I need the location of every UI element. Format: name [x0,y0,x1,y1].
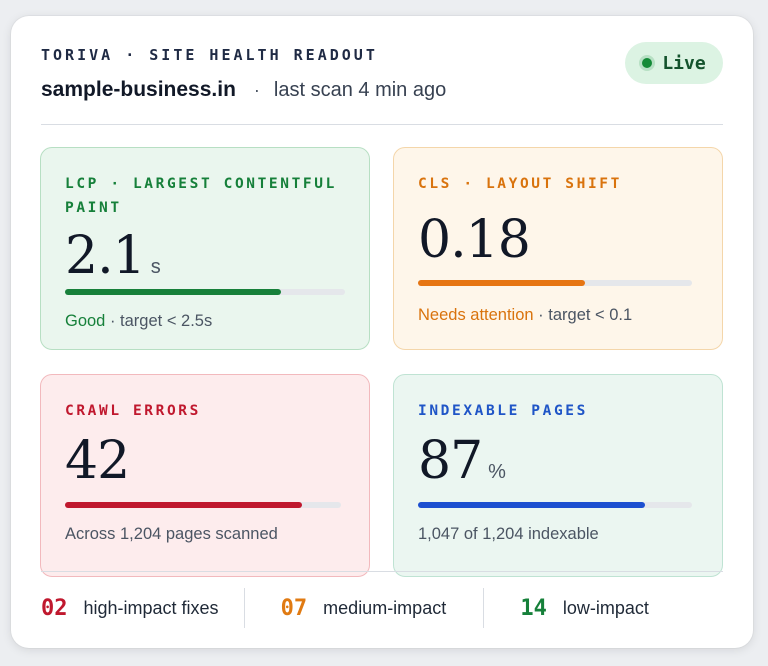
eyebrow-title: TORIVA · SITE HEALTH READOUT [41,46,378,64]
metric-progress-track [65,289,345,295]
metric-value: 87% [418,435,506,487]
live-label: Live [662,52,706,74]
metric-value: 42 [65,435,130,487]
metric-status: Needs attention [418,306,534,324]
metric-card-crawl-errors[interactable]: CRAWL ERRORS 42 Across 1,204 pages scann… [40,374,370,577]
metric-unit: s [150,256,161,278]
metric-label: CRAWL ERRORS [65,403,201,419]
fix-count: 14 [520,595,547,621]
fix-count: 07 [280,595,308,621]
metric-unit: % [488,461,506,483]
metric-progress-track [418,280,692,286]
fix-item-medium-impact[interactable]: 07 medium-impact [243,588,484,628]
metric-progress-track [65,502,341,508]
fix-item-low-impact[interactable]: 14 low-impact [483,588,723,628]
divider [41,571,723,572]
fix-label: medium-impact [323,597,447,618]
metric-number: 0.18 [418,210,531,270]
metric-progress-track [418,502,692,508]
metric-status: Good [65,312,106,330]
metric-value: 2.1 s [65,230,161,282]
metric-progress-fill [65,289,281,295]
live-indicator-icon [642,58,653,68]
metric-card-cls[interactable]: CLS · LAYOUT SHIFT 0.18 Needs attention … [393,147,723,350]
metric-label: CLS · LAYOUT SHIFT [418,176,622,192]
metric-progress-fill [65,502,303,508]
metric-label: INDEXABLE PAGES [418,403,588,419]
metric-card-lcp[interactable]: LCP · LARGEST CONTENTFUL PAINT 2.1 s Good… [40,147,370,350]
metric-value: 0.18 [418,214,531,266]
metric-progress-fill [418,280,586,286]
fix-label: low-impact [562,597,649,618]
metric-number: 87 [418,431,483,491]
site-health-card: TORIVA · SITE HEALTH READOUT sample-busi… [11,16,753,648]
metric-label: LCP · LARGEST CONTENTFUL PAINT [65,176,337,216]
fix-item-high-impact[interactable]: 02 high-impact fixes [41,588,244,628]
fix-label: high-impact fixes [83,597,219,618]
separator-dot: · [253,80,260,100]
metric-progress-fill [418,502,646,508]
fix-summary: 02 high-impact fixes 07 medium-impact 14… [41,588,723,628]
live-badge: Live [625,42,723,84]
metric-footer: 1,047 of 1,204 indexable [418,525,599,543]
metric-card-indexable-pages[interactable]: INDEXABLE PAGES 87% 1,047 of 1,204 index… [393,374,723,577]
metric-target: · target < 0.1 [533,306,633,324]
domain-line: sample-business.in · last scan 4 min ago [41,78,446,102]
metric-footer: Good · target < 2.5s [65,312,212,331]
metric-number: 2.1 [65,226,146,286]
fix-count: 02 [41,595,68,621]
site-domain[interactable]: sample-business.in [41,78,236,101]
divider [41,124,723,125]
metric-footer: Across 1,204 pages scanned [65,525,278,543]
metric-target: · target < 2.5s [105,312,213,330]
metric-number: 42 [65,431,130,491]
scan-status: last scan 4 min ago [273,79,447,101]
metric-footer: Needs attention · target < 0.1 [418,306,632,325]
